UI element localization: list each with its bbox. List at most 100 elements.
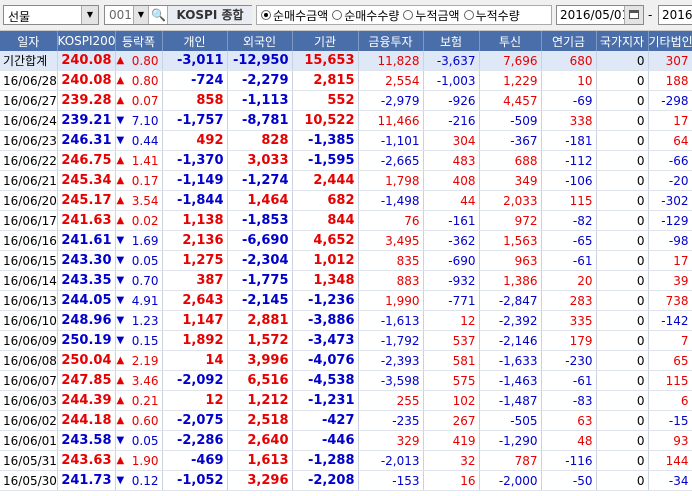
column-header[interactable]: KOSPI200: [57, 31, 116, 51]
table-row[interactable]: 16/06/08 250.04 ▲ 2.19 14 3,996 -4,076 -2,393 58…: [0, 350, 692, 371]
radio-circle-icon[interactable]: [403, 10, 414, 20]
date-cell: 16/06/22: [0, 150, 58, 171]
table-row[interactable]: 16/06/24 239.21 ▼ 7.10 -1,757 -8,781 10,522 11,…: [0, 110, 692, 131]
code-input[interactable]: 001: [109, 8, 132, 22]
table-row[interactable]: 16/06/28 240.08 ▲ 0.80 -724 -2,279 2,815 2,554-…: [0, 70, 692, 91]
table-row[interactable]: 16/06/15 243.30 ▼ 0.05 1,275 -2,304 1,012 835 -6…: [0, 250, 692, 271]
column-header[interactable]: 금융투자: [358, 31, 424, 51]
insurance-cell: 483: [423, 150, 480, 171]
kospi200-cell: 248.96: [57, 310, 116, 331]
chevron-down-icon[interactable]: ▼: [81, 6, 98, 24]
change-value: 0.44: [131, 133, 159, 148]
change-value: 2.19: [131, 353, 159, 368]
foreign-cell: -1,853: [227, 210, 293, 231]
change-cell: ▼ 0.70: [115, 270, 163, 291]
change-value: 1.69: [131, 233, 159, 248]
radio-option[interactable]: 순매수금액: [261, 7, 328, 24]
table-row[interactable]: 16/06/20 245.17 ▲ 3.54 -1,844 1,464 682 -1,498 4…: [0, 190, 692, 211]
financial-investment-cell: -2,665: [358, 150, 424, 171]
table-row[interactable]: 16/06/22 246.75 ▲ 1.41 -1,370 3,033 -1,595 -2,6…: [0, 150, 692, 171]
table-row[interactable]: 16/05/31 243.63 ▲ 1.90 -469 1,613 -1,288 -2,013…: [0, 450, 692, 471]
end-date-field[interactable]: 2016/: [658, 5, 692, 25]
search-icon[interactable]: 🔍: [151, 8, 166, 22]
other-corp-cell: 6: [648, 390, 692, 411]
individual-cell: -2,286: [162, 430, 228, 451]
column-header[interactable]: 보험: [423, 31, 480, 51]
up-arrow-icon: ▲: [116, 195, 125, 206]
kospi200-cell: 243.30: [57, 250, 116, 271]
individual-cell: 12: [162, 390, 228, 411]
table-row[interactable]: 16/06/16 241.61 ▼ 1.69 2,136 -6,690 4,652 3,495…: [0, 230, 692, 251]
column-header[interactable]: 연기금: [541, 31, 597, 51]
radio-circle-icon[interactable]: [332, 10, 343, 20]
kospi200-cell: 244.05: [57, 290, 116, 311]
chevron-down-icon[interactable]: ▼: [133, 6, 149, 24]
change-value: 1.90: [131, 453, 159, 468]
table-row[interactable]: 16/06/07 247.85 ▲ 3.46 -2,092 6,516 -4,538 -3,5…: [0, 370, 692, 391]
column-header[interactable]: 등락폭: [115, 31, 163, 51]
column-header[interactable]: 국가지자: [596, 31, 649, 51]
date-separator: -: [648, 8, 653, 22]
individual-cell: 387: [162, 270, 228, 291]
code-box: 001 ▼ 🔍 KOSPI 종합: [104, 5, 252, 25]
other-corp-cell: -15: [648, 410, 692, 431]
change-cell: ▲ 0.80: [115, 51, 163, 71]
insurance-cell: -771: [423, 290, 480, 311]
pension-fund-cell: -82: [541, 210, 597, 231]
radio-option[interactable]: 누적금액: [403, 7, 460, 24]
table-row[interactable]: 16/06/23 246.31 ▼ 0.44 492 828 -1,385 -1,101 304…: [0, 130, 692, 151]
column-header[interactable]: 투신: [479, 31, 542, 51]
investment-trust-cell: -2,392: [479, 310, 542, 331]
government-cell: 0: [596, 270, 649, 291]
government-cell: 0: [596, 470, 649, 491]
foreign-cell: 3,296: [227, 470, 293, 491]
up-arrow-icon: ▲: [116, 375, 125, 386]
individual-cell: -1,757: [162, 110, 228, 131]
financial-investment-cell: 2,554: [358, 70, 424, 91]
market-button[interactable]: KOSPI 종합: [167, 6, 252, 24]
calendar-icon[interactable]: [624, 6, 643, 24]
table-row[interactable]: 16/06/02 244.18 ▲ 0.60 -2,075 2,518 -427 -235 26…: [0, 410, 692, 431]
table-row[interactable]: 16/06/03 244.39 ▲ 0.21 12 1,212 -1,231 255 102 -1…: [0, 390, 692, 411]
financial-investment-cell: -1,101: [358, 130, 424, 151]
institution-cell: 2,815: [292, 70, 359, 91]
table-row[interactable]: 16/06/14 243.35 ▼ 0.70 387 -1,775 1,348 883 -932…: [0, 270, 692, 291]
change-cell: ▲ 1.90: [115, 450, 163, 471]
radio-option[interactable]: 순매수수량: [332, 7, 399, 24]
header-row: 일자 KOSPI200 등락폭 개인 외국인 기관 금융투자 보험 투신 연기금 국가지자 기타법인: [0, 31, 692, 51]
column-header[interactable]: 외국인: [227, 31, 293, 51]
radio-circle-icon[interactable]: [261, 10, 271, 20]
table-row[interactable]: 16/06/27 239.28 ▲ 0.07 858 -1,113 552 -2,979 -92…: [0, 90, 692, 111]
column-header[interactable]: 일자: [0, 31, 58, 51]
start-date-field[interactable]: 2016/05/01: [556, 5, 644, 25]
foreign-cell: 1,464: [227, 190, 293, 211]
column-header[interactable]: 개인: [162, 31, 228, 51]
category-select[interactable]: 선물 ▼: [3, 5, 99, 25]
government-cell: 0: [596, 350, 649, 371]
table-row[interactable]: 16/06/09 250.19 ▼ 0.15 1,892 1,572 -3,473 -1,79…: [0, 330, 692, 351]
radio-option[interactable]: 누적수량: [463, 7, 520, 24]
change-cell: ▲ 0.80: [115, 70, 163, 91]
table-row[interactable]: 16/06/21 245.34 ▲ 0.17 -1,149 -1,274 2,444 1,79…: [0, 170, 692, 191]
government-cell: 0: [596, 130, 649, 151]
foreign-cell: 2,518: [227, 410, 293, 431]
table-row[interactable]: 16/06/13 244.05 ▼ 4.91 2,643 -2,145 -1,236 1,99…: [0, 290, 692, 311]
date-cell: 16/06/23: [0, 130, 58, 151]
table-row[interactable]: 16/05/30 241.73 ▼ 0.12 -1,052 3,296 -2,208 -153…: [0, 470, 692, 491]
table-row[interactable]: 16/06/10 248.96 ▼ 1.23 1,147 2,881 -3,886 -1,61…: [0, 310, 692, 331]
table-row[interactable]: 16/06/01 243.58 ▼ 0.05 -2,286 2,640 -446 329 419…: [0, 430, 692, 451]
investment-trust-cell: 972: [479, 210, 542, 231]
institution-cell: -3,473: [292, 330, 359, 351]
radio-circle-icon[interactable]: [463, 10, 474, 20]
institution-cell: 682: [292, 190, 359, 211]
table-row[interactable]: 기간합계 240.08 ▲ 0.80 -3,011 -12,950 15,653 11,828…: [0, 51, 692, 71]
insurance-cell: 102: [423, 390, 480, 411]
foreign-cell: 1,613: [227, 450, 293, 471]
government-cell: 0: [596, 230, 649, 251]
individual-cell: -724: [162, 70, 228, 91]
column-header[interactable]: 기타법인: [648, 31, 692, 51]
table-row[interactable]: 16/06/17 241.63 ▲ 0.02 1,138 -1,853 844 76 -161 9…: [0, 210, 692, 231]
column-header[interactable]: 기관: [292, 31, 359, 51]
institution-cell: -1,595: [292, 150, 359, 171]
radio-group: 순매수금액 순매수수량 누적금액 누적수량: [256, 5, 552, 25]
